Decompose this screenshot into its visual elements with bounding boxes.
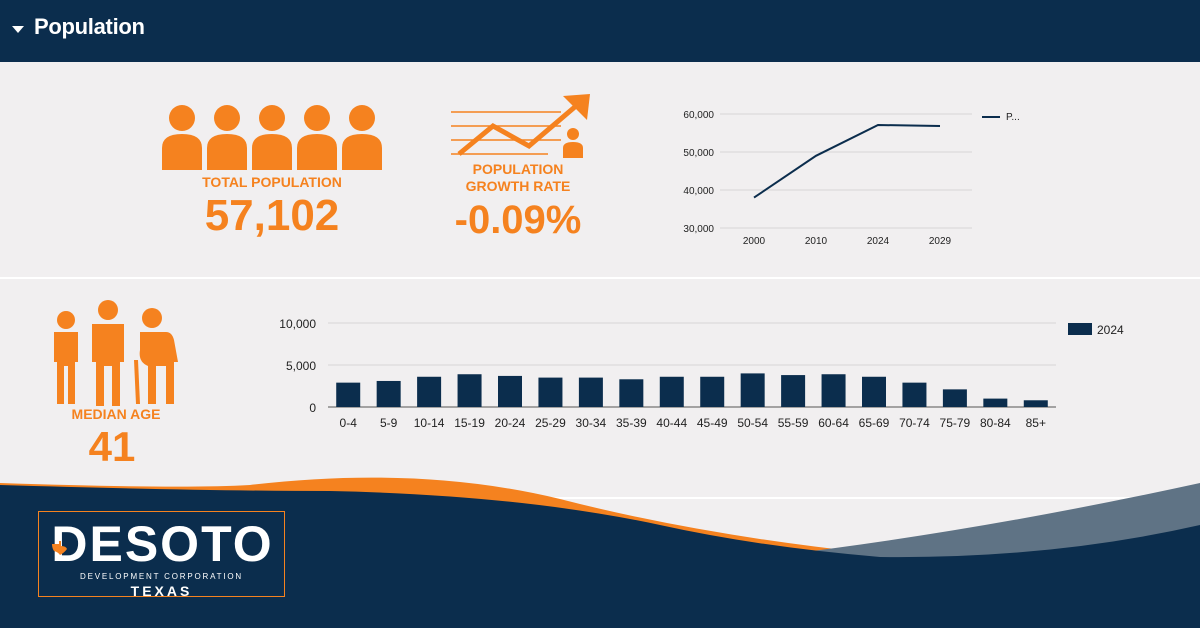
bar (781, 375, 806, 407)
bar (740, 373, 765, 407)
median-age-label: MEDIAN AGE (71, 406, 161, 422)
footer-waves (0, 477, 1200, 628)
x-tick-label: 20-24 (495, 416, 526, 430)
x-tick-label: 50-54 (737, 416, 768, 430)
x-tick-label: 5-9 (380, 416, 398, 430)
y-tick-label: 0 (309, 401, 316, 415)
bar (659, 376, 684, 407)
total-population-label: TOTAL POPULATION (202, 174, 342, 190)
x-tick-label: 25-29 (535, 416, 566, 430)
logo-state: TEXAS (130, 583, 193, 599)
x-tick-label: 75-79 (940, 416, 971, 430)
series-line (753, 124, 941, 199)
logo-wordmark: DESOTO (51, 516, 274, 572)
bar (619, 379, 644, 407)
y-tick-label: 50,000 (683, 148, 714, 159)
x-tick-label: 0-4 (340, 416, 358, 430)
section-header[interactable]: Population (0, 0, 1200, 62)
x-tick-label: 55-59 (778, 416, 809, 430)
y-tick-label: 30,000 (683, 224, 714, 235)
desoto-logo: DESOTO DEVELOPMENT CORPORATION TEXAS (38, 511, 285, 599)
bar (902, 382, 927, 407)
bar (417, 376, 442, 407)
bar (942, 389, 967, 407)
median-age-value: 41 (88, 423, 136, 470)
bar (983, 398, 1008, 407)
row-divider (0, 277, 1200, 279)
row-divider (0, 497, 1200, 499)
growth-rate-label-line2: GROWTH RATE (465, 178, 571, 194)
x-tick-label: 80-84 (980, 416, 1011, 430)
x-tick-label: 2029 (929, 236, 952, 247)
bar (498, 375, 522, 407)
x-tick-label: 70-74 (899, 416, 930, 430)
x-tick-label: 65-69 (859, 416, 890, 430)
bar (376, 380, 401, 407)
y-tick-label: 40,000 (683, 186, 714, 197)
bar (1023, 400, 1048, 407)
bar (578, 377, 603, 407)
x-tick-label: 30-34 (576, 416, 607, 430)
x-tick-label: 35-39 (616, 416, 647, 430)
growth-rate-label-line1: POPULATION (472, 161, 564, 177)
legend-label: P... (1006, 112, 1020, 123)
bar (821, 374, 846, 407)
age-figures-icon (54, 300, 178, 406)
y-tick-label: 10,000 (279, 317, 316, 331)
x-tick-label: 10-14 (414, 416, 445, 430)
bar (538, 377, 563, 407)
y-tick-label: 60,000 (683, 110, 714, 121)
legend-swatch (1068, 323, 1092, 335)
growth-rate-value: -0.09% (454, 198, 582, 242)
dropdown-caret-icon[interactable] (12, 26, 24, 33)
x-tick-label: 15-19 (454, 416, 485, 430)
x-tick-label: 40-44 (656, 416, 687, 430)
age-distribution-bar-chart: 0 5,000 10,000 0-4 5-9 10-14 15-19 20-24 25-29 30… (279, 317, 1124, 430)
bar (336, 382, 361, 407)
growth-rate-label: POPULATION GROWTH RATE (443, 161, 593, 195)
people-group-icon (162, 105, 382, 170)
growth-trend-icon (451, 94, 590, 158)
bar (457, 374, 482, 407)
x-tick-label: 2000 (743, 236, 766, 247)
section-title: Population (34, 14, 145, 39)
x-tick-label: 85+ (1026, 416, 1046, 430)
texas-star-icon (52, 541, 67, 555)
y-tick-label: 5,000 (286, 359, 316, 373)
logo-subtitle: DEVELOPMENT CORPORATION (80, 572, 243, 581)
bar (700, 376, 725, 407)
x-tick-label: 60-64 (818, 416, 849, 430)
legend-label: 2024 (1097, 323, 1124, 337)
population-line-chart: 30,000 40,000 50,000 60,000 2000 2010 2024 2029… (683, 110, 1020, 247)
x-tick-label: 45-49 (697, 416, 728, 430)
total-population-value: 57,102 (204, 191, 340, 240)
x-tick-label: 2024 (867, 236, 890, 247)
x-tick-label: 2010 (805, 236, 828, 247)
bar (862, 376, 886, 407)
